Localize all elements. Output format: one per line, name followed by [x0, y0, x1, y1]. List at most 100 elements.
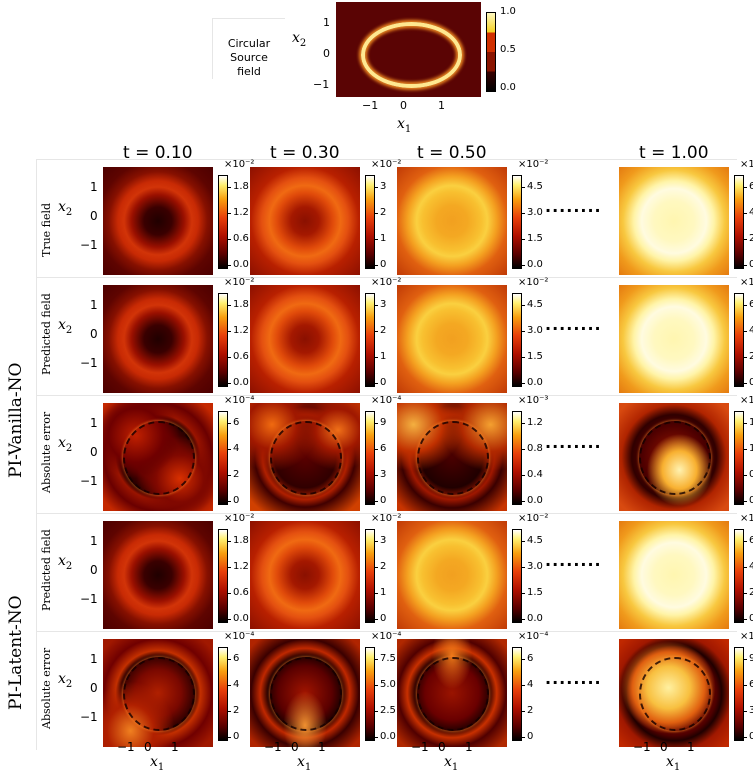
y-axis-tick: 1	[90, 416, 98, 430]
colorbar-tickmark	[228, 383, 231, 384]
ellipsis-dots: ........	[545, 551, 602, 570]
ellipsis-dots: ........	[545, 197, 602, 216]
source-x-tick: 0	[400, 99, 407, 112]
heatmap-panel	[250, 285, 360, 393]
y-axis-tick: 1	[90, 534, 98, 548]
y-axis-tick: −1	[80, 238, 98, 252]
colorbar-tick: 4	[527, 679, 534, 690]
colorbar-tick: 1.2	[233, 207, 249, 218]
heatmap-panel	[103, 285, 213, 393]
source-field-heatmap	[336, 2, 481, 97]
source-label-line: field	[237, 65, 261, 78]
colorbar-tickmark	[228, 737, 231, 738]
colorbar-tickmark	[744, 187, 747, 188]
source-x-label-base: x	[397, 116, 405, 132]
source-x-label: x1	[397, 116, 411, 135]
source-cbar-tick: 1.0	[500, 6, 516, 17]
source-label-line: Circular	[227, 37, 271, 50]
colorbar-tickmark	[228, 239, 231, 240]
colorbar-tickmark	[522, 659, 525, 660]
colorbar	[734, 293, 744, 387]
y-axis-tick: −1	[80, 710, 98, 724]
colorbar-tickmark	[228, 265, 231, 266]
x-axis-tick: 1	[171, 740, 179, 754]
colorbar-tick: 2	[380, 325, 387, 336]
x-axis-label-sub: 1	[157, 761, 165, 773]
x-axis-label: x1	[444, 754, 458, 773]
colorbar-tick: 9	[749, 653, 753, 664]
y-axis-label-sub: 2	[65, 560, 73, 572]
colorbar-exponent: ×10⁻²	[371, 159, 402, 170]
colorbar-tick: 0	[380, 259, 387, 270]
colorbar-tick: 1	[380, 233, 387, 244]
colorbar-tick: 0.6	[233, 351, 249, 362]
colorbar-tick: 3	[749, 705, 753, 716]
source-y-tick: −1	[313, 78, 330, 91]
colorbar	[734, 529, 744, 623]
colorbar-tick: 3	[380, 535, 387, 546]
source-x-label-sub: 1	[404, 123, 412, 135]
colorbar-exponent: ×10⁻²	[371, 277, 402, 288]
colorbar	[734, 411, 744, 505]
colorbar-tick: 6	[749, 535, 753, 546]
colorbar-tick: 0.0	[527, 613, 543, 624]
colorbar-tickmark	[522, 567, 525, 568]
colorbar-tickmark	[522, 383, 525, 384]
colorbar	[512, 647, 522, 741]
heatmap-panel	[619, 285, 729, 393]
row-frame	[36, 513, 737, 632]
heatmap-panel	[619, 639, 729, 747]
y-axis-label-base: x	[58, 553, 66, 569]
ellipsis-dots: ........	[545, 669, 602, 688]
group-label-latent: PI-Latent-NO	[6, 595, 26, 710]
colorbar-tickmark	[522, 501, 525, 502]
colorbar-tickmark	[744, 239, 747, 240]
y-axis-label: x2	[58, 317, 72, 336]
y-axis-tick: 0	[90, 563, 98, 577]
error-ring	[123, 421, 195, 495]
error-ring	[417, 421, 489, 495]
colorbar	[365, 293, 375, 387]
colorbar-tick: 4	[749, 207, 753, 218]
colorbar-tickmark	[522, 475, 525, 476]
colorbar-tick: 2	[749, 351, 753, 362]
colorbar-tickmark	[522, 187, 525, 188]
source-y-tick: 1	[323, 16, 330, 29]
colorbar-tickmark	[228, 659, 231, 660]
x-axis-tick: 0	[438, 740, 446, 754]
colorbar-tickmark	[375, 449, 378, 450]
colorbar-tick: 0	[380, 495, 387, 506]
heatmap-panel	[619, 521, 729, 629]
y-axis-label: x2	[58, 435, 72, 454]
heatmap-panel	[250, 521, 360, 629]
colorbar-tickmark	[744, 357, 747, 358]
colorbar-tickmark	[228, 619, 231, 620]
source-label-box	[212, 18, 285, 79]
colorbar-tick: 1.5	[749, 417, 753, 428]
colorbar-tick: 0.0	[380, 731, 396, 742]
source-cbar-tick: 0.0	[500, 82, 516, 93]
colorbar-exponent: ×10⁻⁴	[371, 631, 402, 642]
colorbar	[734, 647, 744, 741]
source-y-label-sub: 2	[299, 37, 307, 49]
x-axis-label: x1	[150, 754, 164, 773]
colorbar-tick: 3.0	[527, 325, 543, 336]
x-axis-label-sub: 1	[304, 761, 312, 773]
colorbar-tick: 0.0	[527, 495, 543, 506]
colorbar-tickmark	[744, 423, 747, 424]
colorbar-tickmark	[744, 541, 747, 542]
colorbar-tick: 2	[749, 233, 753, 244]
colorbar	[512, 293, 522, 387]
colorbar-tick: 0.0	[233, 259, 249, 270]
heatmap-panel	[250, 167, 360, 275]
y-axis-tick: 0	[90, 209, 98, 223]
colorbar-exponent: ×10⁻²	[740, 513, 753, 524]
colorbar-tickmark	[228, 567, 231, 568]
colorbar-tick: 4.5	[527, 181, 543, 192]
source-x-tick: −1	[362, 99, 379, 112]
x-axis-tick: −1	[264, 740, 282, 754]
heatmap-panel	[619, 403, 729, 511]
colorbar-tick: 2.5	[380, 705, 396, 716]
colorbar-tickmark	[522, 449, 525, 450]
colorbar-exponent: ×10⁻²	[371, 513, 402, 524]
